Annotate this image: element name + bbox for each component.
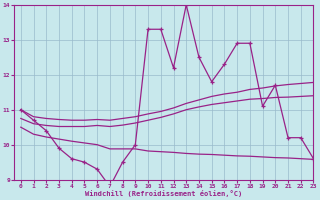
X-axis label: Windchill (Refroidissement éolien,°C): Windchill (Refroidissement éolien,°C) <box>85 190 243 197</box>
